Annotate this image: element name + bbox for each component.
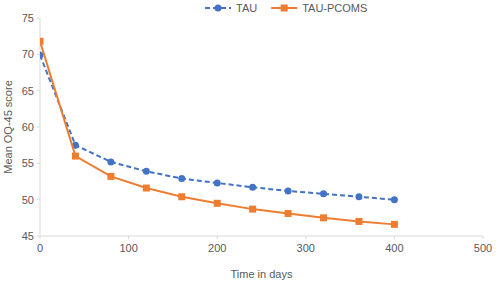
x-axis xyxy=(40,236,483,237)
chart: 45 50 55 60 65 70 75 0 100 200 300 400 500 Time in da… xyxy=(0,0,500,286)
x-tick-label: 500 xyxy=(474,242,492,254)
y-tick xyxy=(37,163,40,164)
y-axis-label: Mean OQ-45 score xyxy=(2,80,14,174)
x-tick xyxy=(217,236,218,239)
x-tick-label: 300 xyxy=(297,242,315,254)
plot-area xyxy=(40,38,398,228)
data-point xyxy=(320,214,327,221)
x-tick-label: 200 xyxy=(208,242,226,254)
legend-label: TAU xyxy=(236,2,257,14)
y-tick xyxy=(37,127,40,128)
data-point xyxy=(107,158,114,165)
y-tick-label: 70 xyxy=(22,48,34,60)
y-tick-label: 65 xyxy=(22,85,34,97)
y-tick-label: 50 xyxy=(22,194,34,206)
y-tick-label: 45 xyxy=(22,230,34,242)
data-point xyxy=(214,179,221,186)
legend-label: TAU-PCOMS xyxy=(302,2,367,14)
legend-marker xyxy=(215,5,222,12)
data-point xyxy=(72,153,79,160)
data-point xyxy=(249,184,256,191)
data-point xyxy=(355,218,362,225)
data-point xyxy=(143,168,150,175)
data-point xyxy=(391,221,398,228)
x-tick-label: 100 xyxy=(119,242,137,254)
legend-marker xyxy=(281,5,288,12)
data-point xyxy=(143,185,150,192)
data-point xyxy=(107,173,114,180)
x-tick-label: 400 xyxy=(385,242,403,254)
x-tick xyxy=(394,236,395,239)
data-point xyxy=(285,210,292,217)
y-tick-label: 60 xyxy=(22,121,34,133)
data-point xyxy=(214,200,221,207)
series-line xyxy=(40,55,394,200)
x-axis-label: Time in days xyxy=(231,268,293,280)
data-point xyxy=(178,175,185,182)
data-point xyxy=(355,193,362,200)
x-tick xyxy=(128,236,129,239)
data-point xyxy=(40,38,44,45)
y-tick xyxy=(37,90,40,91)
x-tick xyxy=(483,236,484,239)
data-point xyxy=(391,196,398,203)
y-tick xyxy=(37,18,40,19)
series-line xyxy=(40,41,394,224)
y-tick xyxy=(37,54,40,55)
x-tick xyxy=(40,236,41,239)
y-tick-label: 75 xyxy=(22,12,34,24)
legend: TAU TAU-PCOMS xyxy=(205,2,367,14)
y-tick xyxy=(37,199,40,200)
x-tick-label: 0 xyxy=(37,242,43,254)
y-tick-label: 55 xyxy=(22,157,34,169)
data-point xyxy=(178,193,185,200)
data-point xyxy=(320,190,327,197)
x-tick xyxy=(305,236,306,239)
data-point xyxy=(249,206,256,213)
data-point xyxy=(285,187,292,194)
